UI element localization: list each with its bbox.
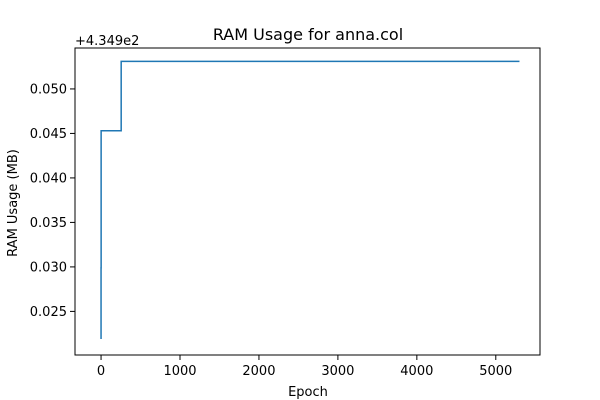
y-axis-label: RAM Usage (MB) <box>6 149 21 257</box>
chart-title: RAM Usage for anna.col <box>213 25 403 44</box>
x-tick-label: 4000 <box>400 364 433 379</box>
x-tick-label: 5000 <box>479 364 512 379</box>
y-tick-label: 0.045 <box>30 127 67 142</box>
y-tick-label: 0.050 <box>30 82 67 97</box>
y-axis-ticks: 0.025 0.030 0.035 0.040 0.045 0.050 <box>30 82 75 320</box>
y-tick-label: 0.025 <box>30 305 67 320</box>
ram-usage-series-line <box>100 60 520 339</box>
y-tick-label: 0.030 <box>30 260 67 275</box>
plot-area: 0 1000 2000 3000 4000 5000 0.0250.0300.0350.0… <box>30 47 541 379</box>
x-tick-label: 1000 <box>163 364 196 379</box>
x-axis-ticks: 0 1000 2000 3000 4000 5000 <box>97 355 512 379</box>
y-tick-label: 0.035 <box>30 216 67 231</box>
series-layer <box>100 60 520 339</box>
x-axis-label: Epoch <box>288 385 328 400</box>
x-tick-label: 0 <box>97 364 105 379</box>
x-tick-label: 2000 <box>242 364 275 379</box>
x-tick-label: 3000 <box>321 364 354 379</box>
plot-frame <box>74 47 541 356</box>
y-axis-offset-label: +4.349e2 <box>75 34 139 49</box>
y-tick-label: 0.040 <box>30 171 67 186</box>
